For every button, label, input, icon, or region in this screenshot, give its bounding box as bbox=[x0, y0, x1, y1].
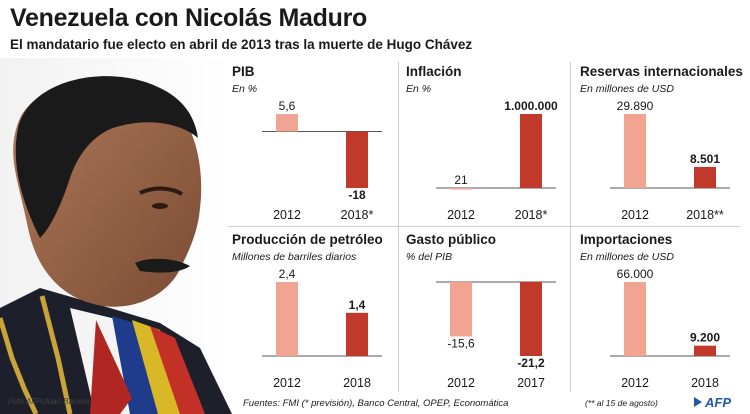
chart-panel-importaciones: Importaciones En millones de USD 66.000 2… bbox=[580, 232, 740, 392]
bar-2012 bbox=[624, 114, 646, 188]
chart-plot: 21 2012 1.000.000 2018* bbox=[436, 99, 558, 222]
chart-unit: En millones de USD bbox=[580, 83, 674, 95]
category-label: 2012 bbox=[447, 376, 475, 390]
bar-2018 bbox=[520, 114, 542, 188]
chart-plot: 29.890 2012 8.501 2018** bbox=[610, 99, 730, 222]
value-label: 5,6 bbox=[279, 99, 296, 113]
value-label: 66.000 bbox=[617, 267, 654, 281]
chart-unit: En % bbox=[406, 83, 432, 95]
category-label: 2012 bbox=[447, 208, 475, 222]
divider-horizontal bbox=[228, 226, 740, 227]
bar-2018 bbox=[346, 131, 368, 188]
bar-2012 bbox=[450, 187, 472, 190]
chart-panel-pib: PIB En % 5,6 2012 -18 2018* bbox=[232, 64, 392, 224]
divider-vertical-2 bbox=[570, 62, 571, 392]
bar-2017 bbox=[520, 282, 542, 356]
bar-2012 bbox=[276, 282, 298, 356]
chart-title: Inflación bbox=[406, 64, 462, 79]
chart-title: Importaciones bbox=[580, 232, 673, 247]
chart-title: Producción de petróleo bbox=[232, 232, 383, 247]
chart-plot: 2,4 2012 1,4 2018 bbox=[262, 267, 382, 390]
value-label: -15,6 bbox=[447, 336, 475, 350]
sources-note: Fuentes: FMI (* previsión), Banco Centra… bbox=[243, 398, 509, 409]
footnote: (** al 15 de agosto) bbox=[585, 398, 658, 408]
value-label: 21 bbox=[454, 173, 468, 187]
chart-plot: 66.000 2012 9.200 2018 bbox=[610, 267, 730, 390]
value-label: 2,4 bbox=[279, 267, 296, 281]
bar-2018 bbox=[694, 166, 716, 188]
category-label: 2018** bbox=[686, 208, 724, 222]
value-label: -18 bbox=[348, 188, 366, 202]
bar-2018 bbox=[694, 345, 716, 356]
chart-panel-gasto: Gasto público % del PIB -15,6 2012 -21,2 20… bbox=[406, 232, 566, 392]
page-subtitle: El mandatario fue electo en abril de 201… bbox=[10, 37, 473, 52]
category-label: 2012 bbox=[621, 208, 649, 222]
category-label: 2018* bbox=[515, 208, 548, 222]
category-label: 2012 bbox=[273, 208, 301, 222]
category-label: 2018* bbox=[341, 208, 374, 222]
category-label: 2018 bbox=[691, 376, 719, 390]
bar-2018 bbox=[346, 312, 368, 356]
page-title: Venezuela con Nicolás Maduro bbox=[10, 4, 367, 32]
bar-2012 bbox=[450, 282, 472, 337]
value-label: 29.890 bbox=[617, 99, 654, 113]
portrait-photo bbox=[0, 58, 232, 414]
category-label: 2012 bbox=[273, 376, 301, 390]
category-label: 2018 bbox=[343, 376, 371, 390]
chart-unit: En % bbox=[232, 83, 258, 95]
chart-panel-reservas: Reservas internacionales En millones de … bbox=[580, 64, 745, 224]
bar-2012 bbox=[276, 114, 298, 132]
chart-title: PIB bbox=[232, 64, 255, 79]
afp-logo-text: AFP bbox=[705, 394, 731, 410]
category-label: 2017 bbox=[517, 376, 545, 390]
afp-logo: AFP bbox=[694, 394, 731, 410]
value-label: -21,2 bbox=[517, 356, 545, 370]
chart-title: Gasto público bbox=[406, 232, 497, 247]
chart-title: Reservas internacionales bbox=[580, 64, 743, 79]
chart-unit: % del PIB bbox=[406, 251, 453, 263]
chart-panel-petroleo: Producción de petróleo Millones de barri… bbox=[232, 232, 392, 392]
chart-plot: -15,6 2012 -21,2 2017 bbox=[436, 281, 556, 390]
chart-unit: Millones de barriles diarios bbox=[232, 251, 357, 263]
chart-plot: 5,6 2012 -18 2018* bbox=[262, 99, 382, 222]
bar-2012 bbox=[624, 282, 646, 356]
photo-credit: Foto AFP/Juan Barreto bbox=[8, 397, 90, 406]
chart-unit: En millones de USD bbox=[580, 251, 674, 263]
afp-arrow-icon bbox=[694, 397, 702, 407]
value-label: 1,4 bbox=[349, 298, 366, 312]
value-label: 8.501 bbox=[690, 152, 720, 166]
divider-vertical-1 bbox=[398, 62, 399, 392]
category-label: 2012 bbox=[621, 376, 649, 390]
value-label: 1.000.000 bbox=[504, 99, 558, 113]
value-label: 9.200 bbox=[690, 331, 720, 345]
chart-panel-inflacion: Inflación En % 21 2012 1.000.000 2018* bbox=[406, 64, 566, 224]
